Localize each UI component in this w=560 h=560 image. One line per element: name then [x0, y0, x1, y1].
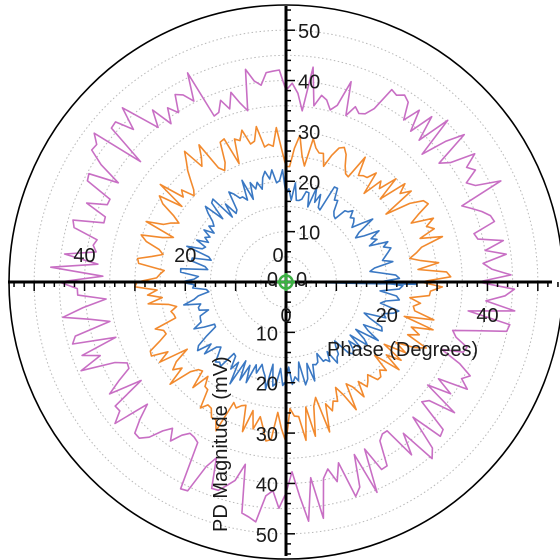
- tick-label-down-10: 10: [256, 323, 278, 345]
- tick-label-down-50: 50: [256, 525, 278, 547]
- tick-label-left-20: 20: [174, 245, 196, 267]
- tick-label-up-40: 40: [298, 72, 320, 94]
- x-axis-title: Phase (Degrees): [327, 339, 478, 361]
- center-marker: [277, 273, 295, 291]
- tick-label-up-20: 20: [298, 172, 320, 194]
- tick-label-origin-down: 0: [280, 305, 291, 327]
- tick-label-left-40: 40: [73, 245, 95, 267]
- tick-label-origin-up: 0: [272, 245, 283, 267]
- tick-marks: [13, 9, 559, 555]
- tick-label-right-40: 40: [476, 305, 498, 327]
- tick-label-up-30: 30: [298, 122, 320, 144]
- y-axis-title: PD Magnitude (mV): [210, 356, 232, 532]
- tick-label-down-30: 30: [256, 424, 278, 446]
- tick-label-up-50: 50: [298, 21, 320, 43]
- tick-label-down-20: 20: [256, 374, 278, 396]
- tick-label-origin-right: 0: [296, 269, 307, 291]
- tick-label-origin-left: 0: [267, 269, 278, 291]
- series-layer: [50, 66, 516, 523]
- tick-label-up-10: 10: [298, 223, 320, 245]
- tick-label-down-40: 40: [256, 474, 278, 496]
- tick-label-right-20: 20: [376, 305, 398, 327]
- series-line-outer: [50, 66, 516, 523]
